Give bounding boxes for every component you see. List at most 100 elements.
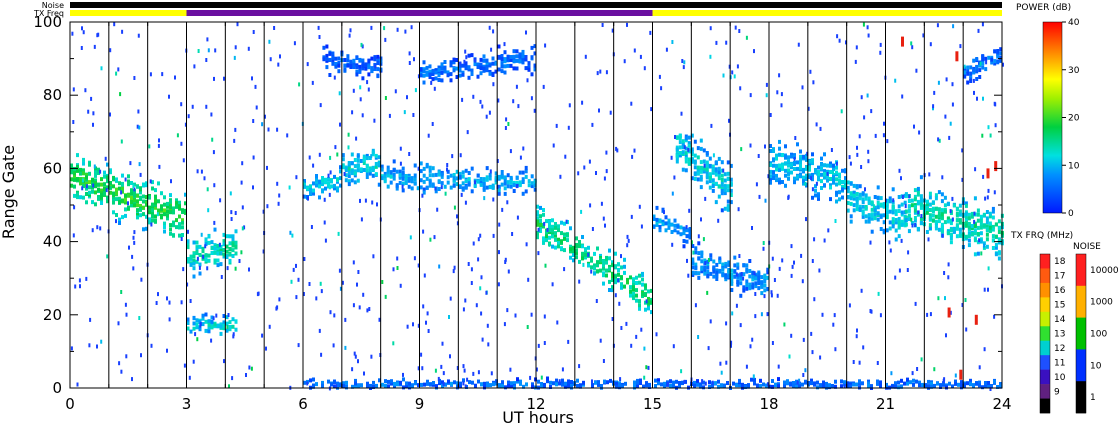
- echo-cell: [655, 222, 659, 227]
- echo-cell: [222, 242, 226, 247]
- echo-cell: [576, 383, 579, 388]
- echo-cell: [504, 260, 507, 264]
- echo-cell: [331, 61, 335, 66]
- echo-cell: [684, 159, 688, 164]
- echo-cell: [790, 170, 793, 175]
- echo-cell: [489, 383, 492, 388]
- echo-cell: [641, 277, 644, 282]
- echo-cell: [347, 174, 351, 179]
- noise-bar-label: Noise: [42, 1, 64, 10]
- echo-cell: [268, 39, 271, 44]
- echo-cell: [452, 176, 456, 181]
- echo-cell: [960, 382, 963, 387]
- echo-cell: [691, 273, 695, 277]
- echo-cell: [706, 265, 710, 270]
- echo-cell: [762, 241, 765, 245]
- echo-cell: [671, 40, 674, 44]
- echo-cell: [536, 210, 539, 215]
- echo-cell: [268, 324, 271, 329]
- echo-cell: [567, 339, 570, 344]
- echo-cell: [169, 227, 172, 232]
- echo-cell: [276, 305, 279, 310]
- echo-cell: [530, 184, 534, 189]
- echo-cell: [291, 233, 294, 238]
- echo-cell: [712, 153, 715, 158]
- echo-cell: [738, 383, 741, 388]
- echo-cell: [527, 65, 531, 70]
- echo-cell: [706, 262, 710, 266]
- noise-colorbar-label: 1: [1090, 393, 1096, 403]
- echo-cell: [315, 176, 318, 181]
- echo-cell: [934, 223, 938, 228]
- echo-cell: [154, 214, 157, 219]
- echo-cell: [117, 67, 120, 72]
- echo-cell: [195, 240, 199, 245]
- echo-cell: [117, 321, 120, 326]
- echo-cell: [572, 248, 575, 253]
- echo-cell: [225, 234, 229, 239]
- echo-cell: [963, 64, 966, 69]
- echo-cell: [85, 186, 88, 191]
- echo-cell: [220, 251, 223, 256]
- echo-cell: [629, 289, 632, 294]
- echo-cell: [833, 313, 836, 318]
- echo-cell: [371, 200, 374, 205]
- echo-cell: [483, 196, 486, 201]
- echo-cell: [458, 171, 462, 176]
- echo-cell: [715, 277, 719, 281]
- echo-cell: [383, 179, 387, 184]
- echo-cell: [353, 180, 357, 185]
- echo-cell: [751, 282, 755, 287]
- echo-cell: [702, 385, 705, 390]
- echo-cell: [125, 312, 128, 317]
- echo-cell: [489, 169, 492, 174]
- echo-cell: [188, 375, 191, 380]
- echo-cell: [729, 163, 733, 168]
- echo-cell: [823, 238, 826, 243]
- echo-cell: [139, 195, 142, 200]
- echo-cell: [745, 283, 749, 287]
- echo-cell: [751, 285, 755, 290]
- txfreq-colorbar-block: [1040, 369, 1050, 385]
- echo-cell: [127, 182, 130, 187]
- echo-cell: [518, 59, 522, 64]
- echo-cell: [533, 187, 537, 192]
- echo-cell: [730, 275, 734, 280]
- echo-cell: [386, 168, 390, 173]
- echo-cell: [934, 193, 938, 198]
- echo-cell: [999, 383, 1002, 388]
- strong-echo: [994, 161, 998, 172]
- echo-cell: [652, 224, 656, 229]
- echo-cell: [112, 196, 115, 201]
- echo-cell: [118, 181, 121, 186]
- echo-cell: [151, 202, 154, 207]
- echo-cell: [596, 246, 599, 251]
- echo-cell: [951, 384, 954, 389]
- echo-cell: [241, 205, 244, 210]
- echo-cell: [495, 379, 498, 384]
- echo-cell: [808, 175, 811, 179]
- echo-cell: [488, 172, 492, 177]
- echo-cell: [136, 193, 139, 198]
- echo-cell: [727, 274, 731, 279]
- echo-cell: [231, 242, 235, 247]
- echo-cell: [225, 249, 229, 254]
- echo-cell: [735, 383, 738, 388]
- echo-cell: [724, 264, 728, 269]
- echo-cell: [497, 184, 501, 189]
- echo-cell: [934, 196, 938, 201]
- echo-cell: [736, 279, 740, 284]
- echo-cell: [682, 230, 686, 235]
- echo-cell: [191, 104, 194, 109]
- echo-cell: [323, 197, 326, 202]
- echo-cell: [578, 364, 581, 369]
- echo-cell: [639, 381, 642, 385]
- echo-cell: [742, 263, 746, 268]
- echo-cell: [693, 380, 696, 385]
- echo-cell: [347, 182, 351, 187]
- echo-cell: [846, 195, 850, 199]
- echo-cell: [722, 73, 725, 78]
- echo-cell: [286, 133, 289, 138]
- echo-cell: [838, 197, 841, 202]
- echo-cell: [861, 211, 865, 216]
